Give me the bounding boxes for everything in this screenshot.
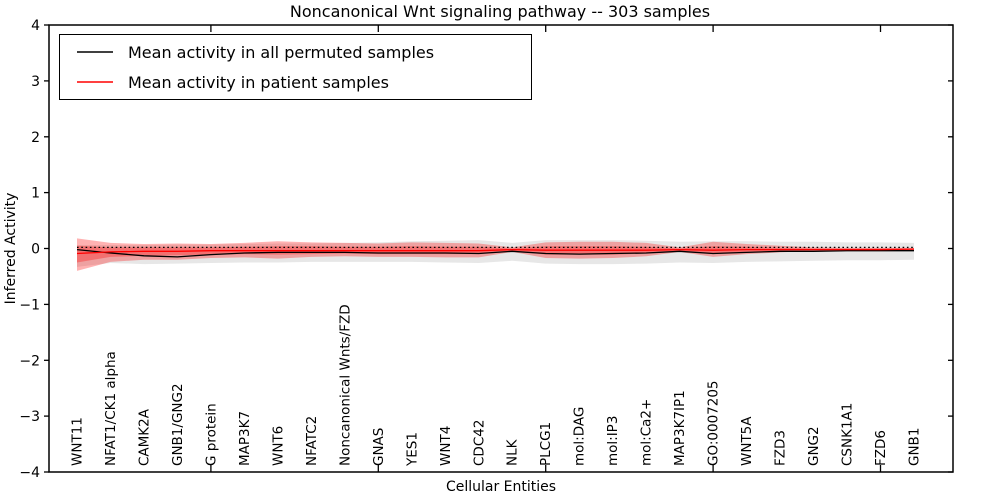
x-category-label: GNB1/GNG2 — [170, 383, 186, 466]
x-category-label: NFAT1/CK1 alpha — [103, 351, 119, 466]
y-tick-label: 0 — [31, 242, 40, 258]
x-category-label: GNAS — [371, 428, 387, 466]
chart-title: Noncanonical Wnt signaling pathway -- 30… — [289, 2, 711, 21]
x-category-label: GO:0007205 — [706, 380, 722, 466]
x-category-label: NFATC2 — [304, 416, 320, 466]
band-permuted-samples-range — [77, 240, 914, 267]
x-category-label: Noncanonical Wnts/FZD — [337, 304, 353, 466]
x-category-label: NLK — [505, 438, 521, 466]
legend-item-permuted: Mean activity in all permuted samples — [76, 38, 531, 66]
legend: Mean activity in all permuted samples Me… — [59, 34, 532, 100]
y-tick-label: −1 — [19, 297, 40, 313]
y-tick-label: 4 — [31, 18, 40, 34]
x-category-label: PLCG1 — [538, 422, 554, 466]
y-tick-label: 2 — [31, 130, 40, 146]
x-axis-label: Cellular Entities — [445, 479, 557, 495]
x-category-label: CDC42 — [471, 420, 487, 466]
x-category-label: WNT5A — [739, 416, 755, 466]
legend-item-label: Mean activity in patient samples — [128, 72, 389, 92]
x-category-label: WNT4 — [438, 426, 454, 466]
x-category-label: mol:IP3 — [605, 416, 621, 466]
y-tick-label: 1 — [31, 186, 40, 202]
x-category-label: WNT11 — [70, 417, 86, 466]
x-category-label: WNT6 — [270, 426, 286, 466]
x-category-label: CSNK1A1 — [840, 403, 856, 466]
x-category-label: GNB1 — [907, 428, 923, 466]
y-tick-label: −2 — [19, 353, 40, 369]
y-tick-label: −4 — [19, 465, 40, 481]
x-category-label: MAP3K7IP1 — [672, 390, 688, 466]
legend-item-label: Mean activity in all permuted samples — [128, 42, 435, 62]
x-category-label: mol:DAG — [572, 407, 588, 466]
x-category-label: G protein — [203, 403, 219, 466]
x-category-label: FZD6 — [873, 430, 889, 466]
x-category-label: FZD3 — [773, 430, 789, 466]
y-axis-label: Inferred Activity — [3, 192, 19, 305]
legend-line-black-icon — [77, 51, 113, 53]
series-line-permuted — [76, 248, 914, 258]
x-category-label: MAP3K7 — [237, 411, 253, 466]
y-tick-label: 3 — [31, 74, 40, 90]
x-category-label: CAMK2A — [137, 408, 153, 466]
x-category-label: YES1 — [404, 432, 420, 467]
series-line-patient — [76, 248, 915, 255]
y-tick-label: −3 — [19, 409, 40, 425]
legend-item-patient: Mean activity in patient samples — [76, 68, 531, 96]
legend-line-red-icon — [77, 81, 113, 83]
x-category-label: GNG2 — [806, 426, 822, 466]
band-patient-samples-range-outer — [77, 238, 914, 271]
x-category-label: mol:Ca2+ — [639, 399, 655, 466]
